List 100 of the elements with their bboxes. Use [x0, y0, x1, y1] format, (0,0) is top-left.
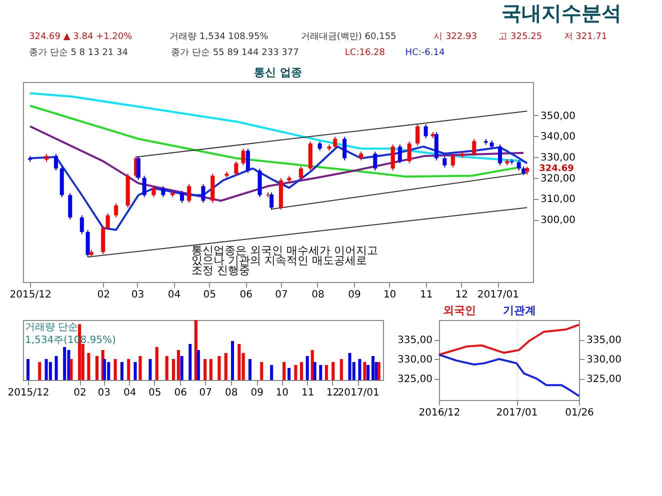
bar	[196, 350, 200, 380]
x-tick-label: 2015/12	[10, 290, 52, 300]
line-series	[438, 354, 580, 398]
y-tick-label: 330,00	[586, 354, 622, 366]
bar	[204, 359, 207, 380]
bar	[366, 365, 370, 380]
candlestick	[498, 144, 502, 166]
bar	[120, 362, 124, 380]
x-tick-label: 07	[199, 388, 212, 398]
candlestick	[342, 136, 347, 161]
text: 외국인	[443, 304, 476, 317]
bar	[134, 362, 137, 380]
bar	[270, 365, 274, 380]
line-series	[438, 324, 580, 356]
text: 324.69 ▲ 3.84 +1.20%	[29, 32, 133, 42]
x-tick-label: 06	[240, 290, 252, 300]
text: 고 325.25	[498, 32, 542, 42]
bar	[260, 362, 264, 380]
bar	[188, 344, 192, 380]
candlestick	[442, 156, 447, 168]
x-tick-label: 10	[383, 290, 396, 300]
bar	[148, 359, 152, 380]
x-tick-label: 02	[74, 388, 86, 398]
bar	[238, 344, 241, 380]
bar	[310, 350, 314, 380]
bar	[300, 362, 304, 380]
x-tick-label: 2017/01	[338, 388, 380, 398]
bar	[155, 347, 158, 380]
bar	[48, 362, 52, 380]
candlestick	[407, 140, 412, 164]
bar	[248, 359, 252, 380]
bar	[26, 359, 30, 380]
x-tick-label: 08	[224, 388, 238, 398]
annotation: 거래량 단순	[25, 322, 78, 333]
bar	[340, 359, 343, 380]
candlestick	[234, 160, 238, 176]
text: 기관계	[503, 304, 536, 317]
bar	[306, 356, 309, 380]
candlestick	[161, 186, 166, 198]
text: HC:-6.14	[405, 48, 445, 58]
bar	[324, 365, 328, 380]
x-tick-label: 07	[275, 290, 288, 300]
bar	[107, 362, 110, 380]
candlestick	[142, 175, 146, 198]
candlestick	[241, 148, 246, 166]
candlestick	[114, 202, 118, 218]
text: 종가 단순 55 89 144 233 377	[171, 48, 299, 58]
bar	[127, 359, 130, 380]
x-tick-label: 2017/01	[477, 290, 519, 300]
x-tick-label: 06	[174, 388, 188, 398]
bar	[319, 365, 322, 380]
bar	[165, 356, 168, 380]
x-tick-label: 12	[326, 388, 340, 398]
bar	[176, 350, 180, 380]
bar	[38, 362, 42, 380]
x-tick-label: 2015/12	[8, 388, 50, 398]
candlestick	[333, 136, 338, 150]
bar	[180, 356, 184, 380]
y-tick-label: 340,00	[540, 132, 576, 143]
candlestick	[187, 184, 192, 204]
y-tick-label: 330,00	[540, 152, 576, 164]
bar	[332, 362, 335, 380]
x-tick-label: 02	[97, 290, 110, 300]
candlestick	[246, 148, 250, 174]
y-tick-label: 325,00	[586, 374, 622, 386]
bar	[44, 359, 48, 380]
annotation: 조정 진행중	[191, 264, 250, 277]
bar	[363, 362, 366, 380]
candlestick	[86, 229, 90, 258]
text: 시 322.93	[434, 32, 477, 42]
bar	[348, 353, 352, 380]
x-tick-label: 04	[168, 290, 181, 300]
x-tick-label: 11	[420, 290, 433, 300]
x-tick-label: 09	[250, 388, 264, 398]
bar	[63, 347, 66, 380]
y-tick-label: 310,00	[540, 194, 576, 206]
candlestick	[270, 192, 274, 210]
candlestick	[68, 192, 72, 220]
chart-subtitle: 통신 업종	[254, 66, 302, 79]
bar	[138, 356, 142, 380]
bar	[172, 359, 175, 380]
text: 거래량 1,534 108.95%	[170, 32, 269, 42]
candlestick	[106, 212, 110, 230]
candlestick	[201, 184, 206, 204]
candlestick	[180, 190, 184, 204]
x-tick-label: 11	[301, 388, 314, 398]
x-tick-label: 05	[203, 290, 216, 300]
bar	[70, 359, 73, 380]
candlestick	[298, 166, 303, 180]
candlestick	[390, 144, 395, 172]
x-tick-label: 12	[455, 290, 468, 300]
text: 325,00	[398, 374, 432, 386]
bar	[377, 362, 380, 380]
x-tick-label: 05	[148, 388, 162, 398]
candlestick	[373, 151, 378, 172]
x-tick-label: 09	[348, 290, 361, 300]
candlestick	[450, 153, 455, 168]
bar	[95, 356, 98, 380]
candlestick	[398, 144, 402, 164]
text: 335,00	[398, 335, 432, 346]
